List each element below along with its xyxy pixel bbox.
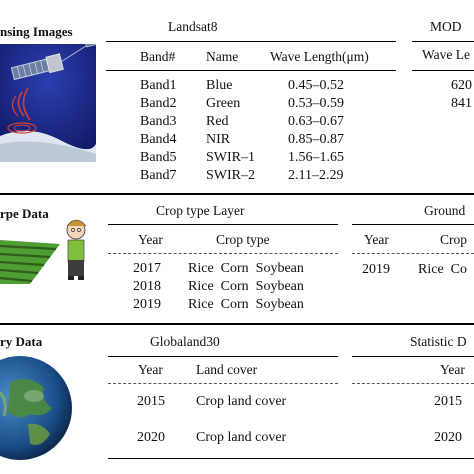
ground-caption: Ground — [424, 203, 466, 218]
crop-type-top-rule — [108, 224, 338, 225]
ground-year-header: Year — [364, 232, 389, 247]
table-cell: 841 — [451, 96, 472, 111]
table-cell: NIR — [206, 132, 231, 147]
table-cell: Band4 — [140, 132, 177, 147]
table-cell: 2015 — [137, 394, 165, 409]
landcover-header: Land cover — [196, 362, 258, 377]
table-cell: 2019 — [362, 262, 390, 277]
wave-length-header: Wave Length(μm) — [270, 49, 369, 64]
table-cell: Crop land cover — [196, 430, 287, 445]
table-cell: Red — [206, 114, 229, 129]
globaland30-caption: Globaland30 — [150, 334, 220, 349]
statistic-header-rule — [352, 383, 474, 384]
table-cell: 0.63–0.67 — [288, 114, 344, 129]
section-title-remote-sensing: nsing Images — [0, 24, 73, 39]
ground-top-rule — [352, 224, 474, 225]
table-cell: Rice Co — [418, 262, 467, 277]
table-cell: Band1 — [140, 78, 177, 93]
modis-caption: MOD — [430, 19, 462, 34]
band-number-header: Band# — [140, 49, 176, 64]
modis-top-rule — [412, 41, 474, 42]
table-cell: Blue — [206, 78, 233, 93]
table-cell: 2020 — [137, 430, 165, 445]
crop-type-header: Crop type — [216, 232, 270, 247]
table-cell: SWIR–1 — [206, 150, 255, 165]
globaland30-header-rule — [108, 383, 338, 384]
table-cell: 1.56–1.65 — [288, 150, 344, 165]
table-cell: 2018 — [133, 279, 161, 294]
crop-type-header-rule — [108, 253, 338, 254]
table-cell: 0.85–0.87 — [288, 132, 344, 147]
bottom-rule — [108, 458, 474, 459]
ground-crop-header: Crop — [440, 232, 467, 247]
section-title-crop-type: rpe Data — [0, 206, 49, 221]
table-cell: Band2 — [140, 96, 177, 111]
modis-wave-length-header: Wave Le — [422, 47, 471, 62]
table-cell: 0.45–0.52 — [288, 78, 344, 93]
landsat8-top-rule — [106, 41, 396, 42]
table-cell: 2.11–2.29 — [288, 168, 344, 183]
ground-header-rule — [352, 253, 474, 254]
satellite-illustration — [0, 44, 96, 162]
table-cell: 2015 — [434, 394, 462, 409]
globe-illustration — [0, 352, 74, 462]
statistic-data-caption: Statistic D — [410, 334, 467, 349]
section-title-land-cover: ry Data — [0, 334, 43, 349]
table-cell: 0.53–0.59 — [288, 96, 344, 111]
table-cell: Crop land cover — [196, 394, 287, 409]
table-cell: Rice Corn Soybean — [188, 297, 304, 312]
statistic-top-rule — [352, 356, 474, 357]
table-cell: Band7 — [140, 168, 177, 183]
landcover-year-header: Year — [138, 362, 163, 377]
band-name-header: Name — [206, 49, 239, 64]
table-cell: Band3 — [140, 114, 177, 129]
table-cell: 2017 — [133, 261, 161, 276]
table-cell: Band5 — [140, 150, 177, 165]
table-cell: Green — [206, 96, 241, 111]
modis-header-rule — [412, 70, 474, 71]
landsat8-header-rule — [106, 70, 396, 71]
table-cell: Rice Corn Soybean — [188, 261, 304, 276]
crop-year-header: Year — [138, 232, 163, 247]
statistic-year-header: Year — [440, 362, 465, 377]
section-separator — [0, 323, 474, 325]
table-cell: 620 — [451, 78, 472, 93]
landsat8-caption: Landsat8 — [168, 19, 218, 34]
section-separator — [0, 193, 474, 195]
crop-field-illustration — [0, 214, 96, 284]
table-cell: Rice Corn Soybean — [188, 279, 304, 294]
globaland30-top-rule — [108, 356, 338, 357]
table-cell: SWIR–2 — [206, 168, 255, 183]
crop-type-layer-caption: Crop type Layer — [156, 203, 245, 218]
table-cell: 2019 — [133, 297, 161, 312]
table-cell: 2020 — [434, 430, 462, 445]
